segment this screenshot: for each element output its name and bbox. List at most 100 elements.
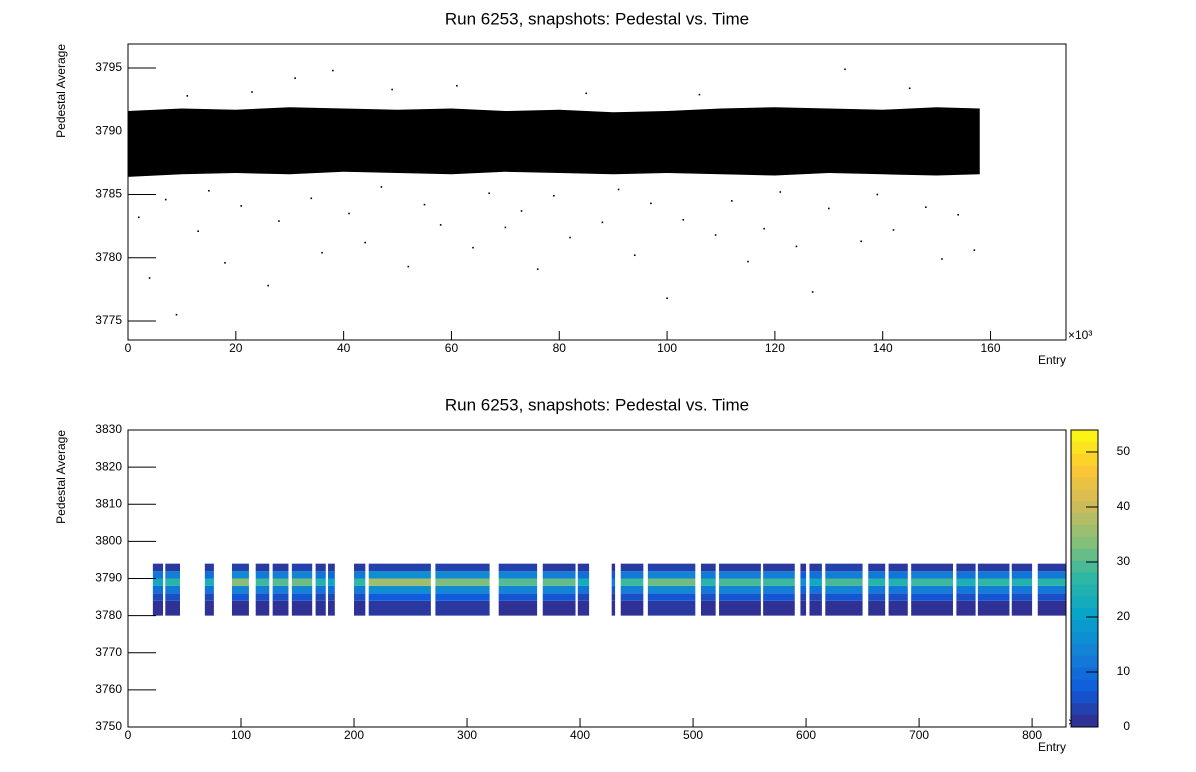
y-tick-label: 3780 <box>95 608 122 622</box>
heatmap-cell <box>763 578 795 586</box>
heatmap-cell <box>1037 578 1066 586</box>
heatmap-cell <box>291 578 313 586</box>
point <box>795 245 798 248</box>
palette-step <box>1071 667 1098 680</box>
point <box>601 221 604 224</box>
y-tick-label: 3790 <box>95 571 122 585</box>
heatmap-cell <box>368 578 431 586</box>
heatmap-cell <box>719 578 761 586</box>
heatmap-cell <box>272 571 289 579</box>
z-tick-label: 40 <box>1117 499 1131 513</box>
heatmap-cell <box>255 585 270 594</box>
heatmap-cell <box>165 593 180 601</box>
heatmap-cell <box>911 593 953 601</box>
point <box>553 194 555 197</box>
heatmap-cell <box>825 578 863 586</box>
heatmap-cell <box>800 571 807 579</box>
heatmap-cell <box>328 578 335 586</box>
heatmap-cell <box>800 578 807 586</box>
heatmap-cell <box>888 578 908 586</box>
heatmap-cell <box>611 563 616 572</box>
heatmap-cell <box>255 571 270 579</box>
heatmap-cell <box>255 578 270 586</box>
heatmap-cell <box>868 571 886 579</box>
heatmap-cell <box>700 593 716 601</box>
heatmap-cell <box>542 585 576 594</box>
heatmap-cell <box>498 578 538 586</box>
heatmap-cell <box>354 600 366 616</box>
heatmap-cell <box>315 600 326 616</box>
heatmap-cell <box>368 585 431 594</box>
heatmap-cell <box>204 600 214 616</box>
heatmap-cell <box>888 585 908 594</box>
x-tick-label: 0 <box>125 728 132 742</box>
heatmap-cell <box>368 563 431 572</box>
heatmap-cell <box>255 563 270 572</box>
point <box>844 68 846 71</box>
palette-step <box>1071 536 1098 550</box>
point <box>407 265 410 268</box>
heatmap-cell <box>763 593 795 601</box>
y-tick-label: 3785 <box>95 187 122 201</box>
heatmap-cell <box>825 563 863 572</box>
point <box>569 236 571 239</box>
point <box>391 88 393 91</box>
point <box>908 87 911 90</box>
heatmap-cell <box>315 585 326 594</box>
heatmap-cell <box>165 578 180 586</box>
x-tick-label: 160 <box>981 341 1001 355</box>
x-tick-label: 140 <box>873 341 893 355</box>
heatmap-cell <box>1037 585 1066 594</box>
heatmap-cell <box>911 585 953 594</box>
x-tick-label: 600 <box>796 728 816 742</box>
heatmap-cell <box>825 585 863 594</box>
heatmap-cell <box>328 571 335 579</box>
heatmap-cell <box>328 585 335 594</box>
point <box>186 95 189 97</box>
heatmap-cell <box>611 571 616 579</box>
heatmap-cell <box>620 571 644 579</box>
heatmap-cell <box>354 571 366 579</box>
heatmap-cell <box>700 578 716 586</box>
point <box>164 198 167 201</box>
palette-step <box>1071 525 1098 538</box>
point <box>456 84 458 87</box>
heatmap-cell <box>620 578 644 586</box>
heatmap-cell <box>1037 600 1066 616</box>
palette-step <box>1071 430 1098 443</box>
heatmap-cell <box>152 563 164 572</box>
palette-step <box>1071 572 1098 585</box>
heatmap-cell <box>911 600 953 616</box>
palette-step <box>1071 453 1098 467</box>
heatmap-cell <box>165 571 180 579</box>
heatmap-cell <box>435 585 490 594</box>
heatmap-cell <box>152 571 164 579</box>
heatmap-cell <box>1037 563 1066 572</box>
heatmap-cell <box>763 585 795 594</box>
heatmap-cell <box>868 563 886 572</box>
x-tick-label: 120 <box>765 341 785 355</box>
palette-step <box>1071 703 1098 716</box>
heatmap-cell <box>977 563 1010 572</box>
y-tick-label: 3820 <box>95 459 122 473</box>
heatmap-cell <box>956 593 976 601</box>
palette-step <box>1071 691 1098 704</box>
heatmap-cell <box>719 593 761 601</box>
heatmap-cell <box>763 600 795 616</box>
chart-title: Run 6253, snapshots: Pedestal vs. Time <box>445 395 749 414</box>
point <box>364 241 366 244</box>
y-tick-label: 3780 <box>95 250 122 264</box>
x-tick-label: 800 <box>1022 728 1042 742</box>
point <box>240 205 243 207</box>
heatmap-cell <box>165 563 180 572</box>
heatmap-cell <box>700 585 716 594</box>
heatmap-cell <box>204 578 214 586</box>
heatmap-cell <box>231 593 249 601</box>
palette-step <box>1071 501 1098 514</box>
point <box>148 277 151 279</box>
heatmap-cell <box>888 571 908 579</box>
heatmap-cell <box>620 585 644 594</box>
heatmap-cell <box>152 578 164 586</box>
point <box>294 77 296 79</box>
heatmap-cell <box>204 585 214 594</box>
